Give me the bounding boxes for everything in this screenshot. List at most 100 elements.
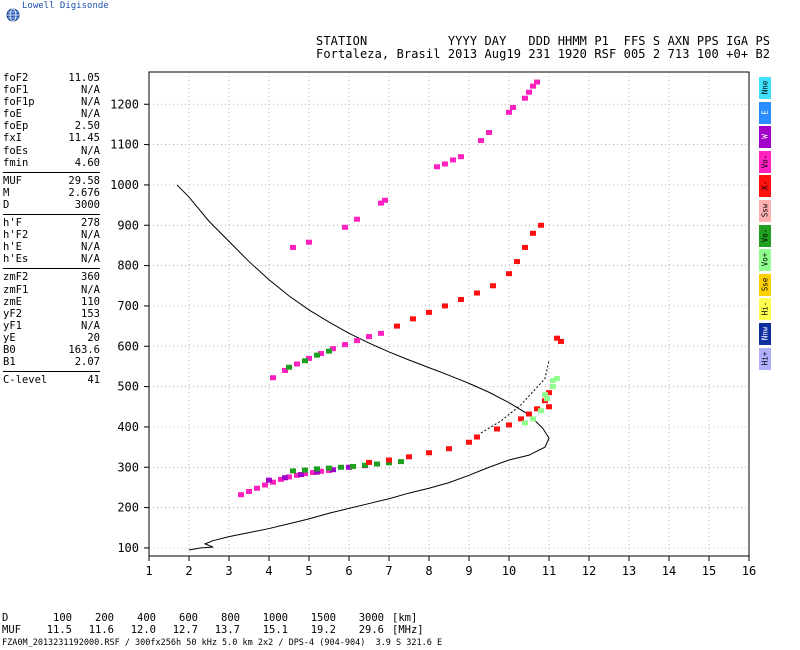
echo-point: [314, 466, 320, 472]
param-value: N/A: [81, 253, 100, 266]
muf-table: D 100 200 400 600 800 1000 1500 3000 [km] MUF 11.5 1…: [2, 612, 424, 636]
param-separator: [3, 214, 100, 216]
param-row: foF1 N/A: [3, 84, 100, 96]
echo-point: [518, 416, 524, 422]
echo-point: [386, 457, 392, 463]
legend-entry: Vo-: [759, 150, 771, 173]
y-tick-label: 600: [117, 339, 139, 353]
echo-point: [338, 464, 344, 470]
echo-point: [286, 364, 292, 370]
muf-table-cell: 29.6: [358, 624, 384, 636]
legend-entry: Hi-: [759, 298, 771, 321]
echo-point: [282, 475, 288, 481]
echo-point: [538, 408, 544, 414]
y-tick-label: 500: [117, 380, 139, 394]
param-row: C-level 41: [3, 374, 100, 386]
param-name: yF2: [3, 307, 22, 320]
echo-point: [266, 477, 272, 483]
muf-table-cell: 12.0: [130, 624, 156, 636]
param-name: B1: [3, 356, 16, 369]
x-tick-label: 1: [145, 564, 152, 578]
echo-point: [290, 244, 296, 250]
param-row: yF1 N/A: [3, 320, 100, 332]
param-value: 41: [87, 374, 100, 387]
echo-point: [486, 130, 492, 135]
x-tick-label: 11: [542, 564, 556, 578]
echo-point: [474, 290, 480, 296]
param-value: N/A: [81, 241, 100, 254]
echo-point: [490, 283, 496, 289]
param-name: foF1: [3, 84, 29, 97]
param-name: zmF1: [3, 283, 29, 296]
param-name: B0: [3, 343, 16, 356]
x-tick-label: 7: [385, 564, 392, 578]
param-row: B1 2.07: [3, 356, 100, 368]
muf-table-cell: 11.5: [46, 624, 72, 636]
legend-entry: W: [759, 126, 771, 149]
echo-point: [506, 271, 512, 277]
echo-point: [506, 422, 512, 428]
param-name: foE: [3, 108, 22, 121]
footer-info: FZA0M_2013231192000.RSF / 300fx256h 50 k…: [2, 638, 443, 648]
param-value: N/A: [81, 229, 100, 242]
param-value: 2.676: [68, 186, 100, 199]
echo-point: [534, 79, 540, 85]
param-name: h'F: [3, 217, 22, 230]
echo-point: [254, 485, 260, 491]
muf-table-cell: 13.7: [214, 624, 240, 636]
echo-point: [550, 384, 556, 390]
muf-table-cell: 12.7: [172, 624, 198, 636]
echo-point: [386, 460, 392, 466]
legend-label: X-: [760, 181, 770, 191]
echo-point: [306, 239, 312, 245]
y-tick-label: 200: [117, 501, 139, 515]
plot-frame: [148, 71, 750, 557]
param-row: M 2.676: [3, 187, 100, 199]
globe-icon: [6, 8, 20, 22]
param-row: yE 20: [3, 332, 100, 344]
param-value: 2.50: [74, 120, 100, 133]
echo-point: [542, 392, 548, 398]
param-value: N/A: [81, 108, 100, 121]
density-profile-line: [176, 184, 550, 551]
param-value: 360: [81, 271, 100, 284]
echo-point: [378, 330, 384, 336]
legend-entry: Nne: [759, 77, 771, 99]
param-value: N/A: [81, 144, 100, 157]
muf-table-row: MUF 11.5 11.6 12.0 12.7 13.7 15.1 19.2 29.6 [MHz]: [2, 624, 424, 636]
echo-point: [544, 396, 550, 402]
param-name: zmF2: [3, 271, 29, 284]
echo-point: [310, 470, 316, 476]
param-row: zmE 110: [3, 296, 100, 308]
param-row: MUF 29.58: [3, 175, 100, 187]
legend-label: Nne: [760, 80, 770, 95]
echo-point: [346, 464, 352, 470]
echo-point: [330, 346, 336, 352]
echo-point: [354, 216, 360, 222]
legend: Nne E W Vo- X- Ssw Vo- Vo+ Sse Hi- Nnw Hi+: [759, 77, 771, 372]
param-separator: [3, 371, 100, 373]
echo-point: [530, 416, 536, 422]
legend-label: Hi+: [760, 351, 770, 365]
param-separator: [3, 268, 100, 270]
param-name: h'Es: [3, 253, 29, 266]
legend-entry: Sse: [759, 273, 771, 296]
param-row: foE N/A: [3, 108, 100, 120]
y-tick-label: 800: [117, 259, 139, 273]
param-row: h'F2 N/A: [3, 229, 100, 241]
y-tick-label: 700: [117, 299, 139, 313]
param-name: yE: [3, 331, 16, 344]
x-tick-label: 3: [225, 564, 232, 578]
echo-point: [318, 351, 324, 357]
param-row: h'F 278: [3, 217, 100, 229]
x-tick-label: 2: [185, 564, 192, 578]
echo-point: [550, 378, 556, 384]
muf-table-cell: 200: [95, 612, 114, 624]
echo-point: [278, 476, 284, 482]
y-tick-label: 1200: [110, 97, 139, 111]
echo-point: [478, 138, 484, 144]
echo-point: [558, 338, 564, 344]
muf-table-cell: 1000: [262, 612, 288, 624]
echo-point: [494, 426, 500, 432]
echo-point: [350, 463, 356, 469]
